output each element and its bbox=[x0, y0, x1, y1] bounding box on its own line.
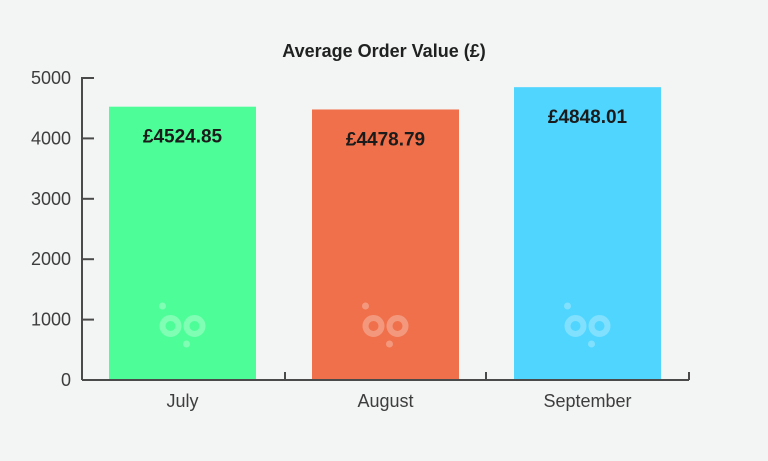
y-tick-label: 4000 bbox=[31, 128, 71, 148]
data-label: £4848.01 bbox=[548, 107, 628, 128]
y-tick-label: 3000 bbox=[31, 189, 71, 209]
chart-title: Average Order Value (£) bbox=[282, 41, 485, 61]
bp-logo-p-bowl bbox=[386, 315, 409, 337]
bp-logo-b-bowl bbox=[159, 315, 182, 337]
bp-logo-b-bowl bbox=[362, 315, 385, 337]
axes-group: 0 1000 2000 3000 4000 5000 July August September bbox=[31, 68, 690, 411]
bp-logo-dot bbox=[386, 340, 393, 348]
y-tick-label: 2000 bbox=[31, 249, 71, 269]
bp-logo-dot bbox=[183, 340, 190, 348]
x-tick-label: July bbox=[166, 391, 198, 411]
y-tick-label: 1000 bbox=[31, 310, 71, 330]
bar-july bbox=[109, 106, 256, 380]
bp-logo-dot bbox=[362, 302, 369, 310]
bar-september bbox=[514, 87, 661, 380]
bars-group: £4524.85 £4478.79 £4848.01 bbox=[109, 87, 661, 381]
y-tick-label: 5000 bbox=[31, 68, 71, 88]
bp-logo-dot bbox=[159, 302, 166, 310]
x-tick-label: September bbox=[543, 391, 631, 411]
bp-logo-icon bbox=[564, 302, 611, 348]
bar-august bbox=[312, 109, 459, 381]
bp-logo-p-bowl bbox=[588, 315, 611, 337]
bp-logo-dot bbox=[564, 302, 571, 310]
bp-logo-dot bbox=[588, 340, 595, 348]
bp-logo-icon bbox=[362, 302, 409, 348]
data-label: £4478.79 bbox=[346, 129, 425, 150]
bp-logo-icon bbox=[159, 302, 206, 348]
bp-logo-p-bowl bbox=[183, 315, 206, 337]
data-label: £4524.85 bbox=[143, 127, 223, 148]
bp-logo-b-bowl bbox=[564, 315, 587, 337]
y-tick-label: 0 bbox=[61, 370, 71, 390]
x-tick-label: August bbox=[357, 391, 413, 411]
